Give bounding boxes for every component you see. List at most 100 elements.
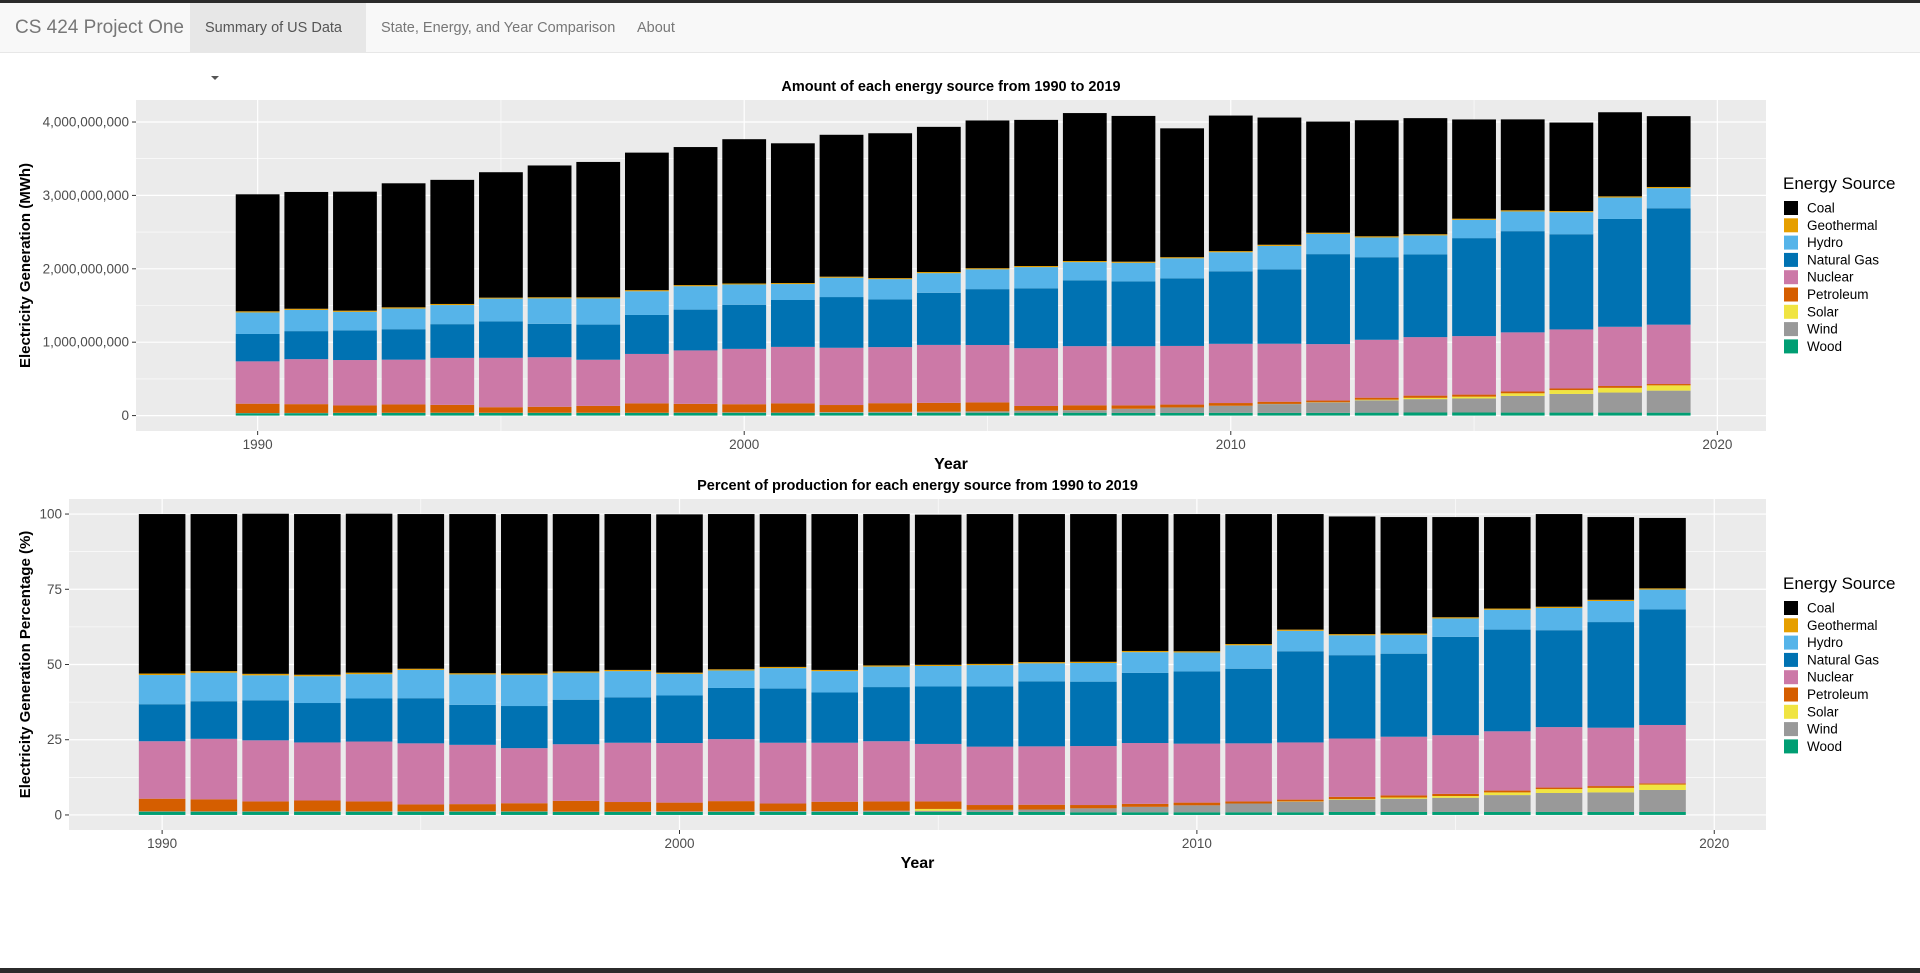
bar-coal-1997 — [501, 514, 548, 674]
bar-wood-2009 — [1121, 812, 1169, 815]
bar-wind-2017 — [1549, 393, 1594, 413]
bar-nuclear-1993 — [294, 742, 341, 801]
bar-petroleum-2006 — [1014, 405, 1059, 411]
legend-label-wood: Wood — [1807, 339, 1842, 354]
bar-coal-2013 — [1354, 120, 1399, 237]
bar-wood-2000 — [722, 412, 767, 416]
bar-petroleum-2012 — [1277, 799, 1324, 802]
bar-wood-1995 — [479, 412, 523, 416]
bar-natural-gas-2005 — [914, 686, 962, 744]
bar-natural-gas-2000 — [656, 695, 703, 744]
bar-coal-2000 — [722, 139, 767, 284]
bar-hydro-2001 — [770, 284, 815, 300]
bar-nuclear-2012 — [1306, 344, 1350, 401]
nav-tab-comparison[interactable]: State, Energy, and Year Comparison — [381, 20, 616, 36]
bar-coal-2011 — [1257, 117, 1302, 245]
x-tick-label: 2010 — [1216, 437, 1246, 452]
legend-label-wind: Wind — [1807, 322, 1838, 337]
bar-geothermal-2013 — [1328, 634, 1376, 636]
y-tick-label: 0 — [54, 807, 62, 822]
bar-natural-gas-2014 — [1380, 653, 1428, 737]
legend-key-hydro — [1784, 635, 1798, 650]
bar-hydro-2019 — [1646, 188, 1691, 209]
bar-wood-2001 — [770, 413, 815, 416]
bar-geothermal-2009 — [1160, 257, 1205, 259]
bar-hydro-1990 — [235, 312, 280, 334]
bar-petroleum-2013 — [1354, 397, 1399, 400]
bar-petroleum-1993 — [381, 404, 426, 413]
bar-wind-2015 — [1432, 797, 1479, 812]
bar-petroleum-1990 — [138, 798, 186, 812]
bar-geothermal-1992 — [333, 310, 377, 312]
percent-chart-title: Percent of production for each energy so… — [697, 478, 1138, 494]
bar-hydro-2011 — [1257, 245, 1302, 270]
bar-wind-2017 — [1535, 792, 1583, 812]
bar-coal-2018 — [1587, 517, 1635, 600]
bar-wind-2018 — [1598, 392, 1642, 413]
amount-chart: Amount of each energy source from 1990 t… — [0, 70, 1920, 473]
bar-solar-2013 — [1354, 399, 1399, 401]
bar-petroleum-2000 — [656, 802, 703, 812]
bar-wood-2014 — [1403, 412, 1448, 416]
bar-natural-gas-1999 — [673, 309, 718, 351]
bar-geothermal-2009 — [1121, 650, 1169, 653]
bar-petroleum-1993 — [294, 800, 341, 812]
bar-wood-1990 — [235, 413, 280, 416]
bar-natural-gas-2016 — [1484, 629, 1531, 732]
bar-natural-gas-1996 — [527, 323, 572, 358]
bar-petroleum-1990 — [235, 403, 280, 414]
bar-hydro-2010 — [1208, 252, 1253, 272]
bar-nuclear-2015 — [1432, 735, 1479, 794]
legend-key-wood — [1784, 339, 1798, 354]
bar-hydro-1997 — [576, 298, 621, 325]
bar-geothermal-2015 — [1452, 218, 1496, 220]
bar-coal-2013 — [1328, 516, 1376, 635]
legend-label-wind: Wind — [1807, 722, 1838, 737]
bar-wood-1994 — [430, 412, 475, 416]
bar-wood-2011 — [1225, 812, 1272, 815]
bar-coal-2001 — [770, 143, 815, 284]
bar-coal-2009 — [1160, 128, 1205, 258]
bottom-border — [0, 968, 1920, 973]
bar-wood-2006 — [1014, 412, 1059, 416]
bar-wood-2009 — [1160, 412, 1205, 416]
bar-wind-2007 — [1062, 410, 1107, 413]
bar-geothermal-2016 — [1500, 210, 1545, 212]
bar-solar-2015 — [1452, 396, 1496, 399]
bar-coal-2004 — [863, 514, 910, 666]
bar-wood-1993 — [381, 412, 426, 416]
bar-natural-gas-1993 — [381, 329, 426, 360]
navbar-brand[interactable]: CS 424 Project One — [15, 17, 184, 38]
bar-wind-2007 — [1018, 809, 1065, 812]
nav-tab-summary-dropdown[interactable]: Summary of US Data — [190, 3, 366, 81]
bar-wood-2002 — [759, 811, 807, 815]
nav-tab-about[interactable]: About — [637, 20, 675, 36]
bar-hydro-2007 — [1062, 262, 1107, 281]
bar-hydro-2014 — [1380, 634, 1428, 654]
bar-geothermal-2007 — [1018, 662, 1065, 664]
bar-nuclear-1990 — [235, 361, 280, 404]
bar-hydro-2003 — [811, 671, 859, 693]
bar-coal-2016 — [1484, 517, 1531, 609]
bar-hydro-2000 — [722, 284, 767, 305]
bar-coal-2017 — [1535, 514, 1583, 607]
bar-wind-2005 — [914, 810, 962, 812]
bar-nuclear-2004 — [916, 344, 961, 403]
bar-solar-2018 — [1598, 387, 1642, 393]
legend-key-geothermal — [1784, 218, 1798, 233]
bar-petroleum-1999 — [673, 403, 718, 413]
bar-geothermal-2011 — [1225, 644, 1272, 646]
bar-wind-2001 — [770, 412, 815, 414]
bar-hydro-2001 — [707, 670, 755, 688]
bar-hydro-2015 — [1452, 219, 1496, 239]
bar-geothermal-2004 — [863, 665, 910, 667]
bar-hydro-2017 — [1535, 607, 1583, 631]
bar-coal-2010 — [1173, 514, 1221, 652]
legend-key-nuclear — [1784, 670, 1798, 685]
bar-petroleum-1998 — [552, 800, 600, 812]
bar-geothermal-2007 — [1062, 261, 1107, 263]
x-tick-label: 2000 — [664, 836, 694, 851]
bar-wood-1999 — [673, 412, 718, 416]
bar-nuclear-2017 — [1535, 727, 1583, 788]
amount-chart-svg: Amount of each energy source from 1990 t… — [17, 79, 1895, 473]
